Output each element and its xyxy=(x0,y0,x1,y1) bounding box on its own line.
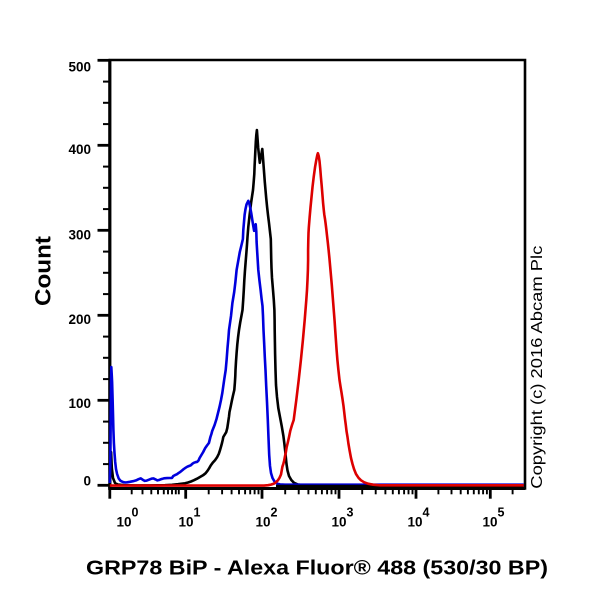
svg-text:0: 0 xyxy=(83,474,91,489)
svg-text:10: 10 xyxy=(331,515,346,530)
svg-text:200: 200 xyxy=(68,312,91,327)
svg-text:2: 2 xyxy=(271,506,278,520)
svg-text:GRP78 BiP - Alexa Fluor® 488 (: GRP78 BiP - Alexa Fluor® 488 (530/30 BP) xyxy=(86,556,548,579)
svg-text:10: 10 xyxy=(116,515,131,530)
svg-text:100: 100 xyxy=(68,396,91,411)
svg-text:400: 400 xyxy=(68,142,91,157)
svg-text:10: 10 xyxy=(178,515,193,530)
svg-text:0: 0 xyxy=(132,506,139,520)
svg-text:1: 1 xyxy=(194,506,201,520)
svg-text:10: 10 xyxy=(482,515,497,530)
svg-text:300: 300 xyxy=(68,227,91,242)
svg-text:10: 10 xyxy=(255,515,270,530)
svg-text:5: 5 xyxy=(498,506,505,520)
svg-text:3: 3 xyxy=(347,506,354,520)
svg-text:Copyright (c) 2016 Abcam Plc: Copyright (c) 2016 Abcam Plc xyxy=(529,246,546,489)
svg-text:500: 500 xyxy=(68,59,91,74)
svg-text:10: 10 xyxy=(407,515,422,530)
svg-text:Count: Count xyxy=(31,235,56,306)
svg-text:4: 4 xyxy=(423,506,430,520)
